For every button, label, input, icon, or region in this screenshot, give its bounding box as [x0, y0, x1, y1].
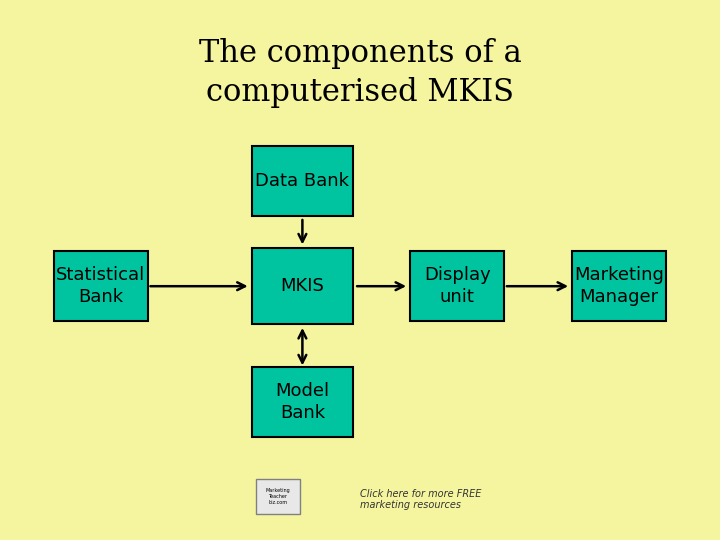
Text: Model
Bank: Model Bank — [275, 382, 330, 422]
FancyBboxPatch shape — [252, 248, 353, 324]
FancyBboxPatch shape — [572, 251, 666, 321]
Text: Display
unit: Display unit — [424, 266, 490, 306]
Text: Marketing
Manager: Marketing Manager — [575, 266, 664, 306]
Text: Data Bank: Data Bank — [256, 172, 349, 190]
Text: Statistical
Bank: Statistical Bank — [56, 266, 145, 306]
FancyBboxPatch shape — [252, 367, 353, 437]
Text: MKIS: MKIS — [281, 277, 324, 295]
FancyBboxPatch shape — [410, 251, 504, 321]
FancyBboxPatch shape — [256, 479, 300, 514]
FancyBboxPatch shape — [54, 251, 148, 321]
Text: Marketing
Teacher
biz.com: Marketing Teacher biz.com — [266, 488, 290, 505]
Text: The components of a
computerised MKIS: The components of a computerised MKIS — [199, 38, 521, 107]
Text: Click here for more FREE
marketing resources: Click here for more FREE marketing resou… — [360, 489, 482, 510]
FancyBboxPatch shape — [252, 146, 353, 216]
